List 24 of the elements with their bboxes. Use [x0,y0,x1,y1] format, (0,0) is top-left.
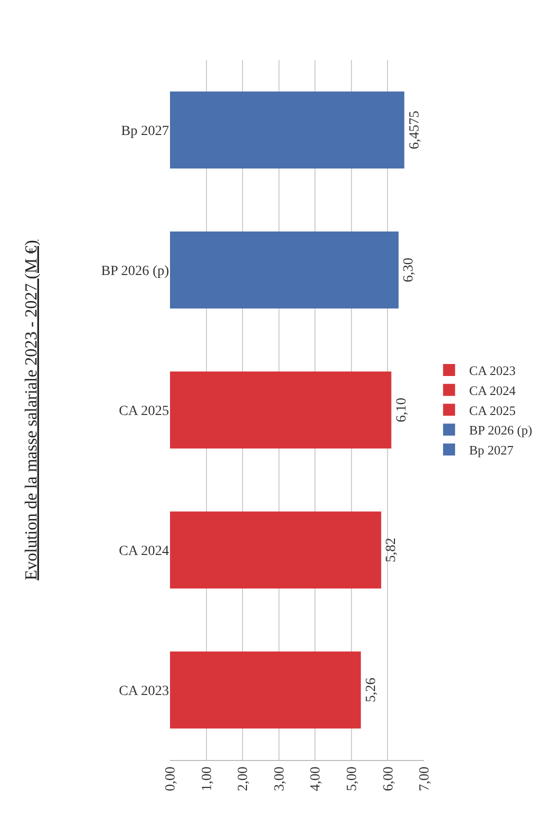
data-label: 6,10 [394,398,410,422]
y-tick-label: Bp 2027 [121,124,169,139]
x-tick-label: 6,00 [381,766,396,792]
data-label: 5,26 [364,678,379,702]
legend-label: CA 2023 [469,363,516,378]
text: Evolution de la masse salariale 2023 - 2027 (M €) [21,240,40,580]
x-tick-label: 5,00 [344,766,360,792]
x-tick-label: 1,00 [200,766,215,792]
data-label: 5,82 [384,538,400,562]
data-label: 6,4575 [407,110,422,150]
y-tick-label: CA 2023 [118,684,169,699]
legend-label: CA 2025 [469,402,516,418]
x-tick-label: 7,00 [418,766,433,792]
data-label: 6,30 [402,258,417,282]
x-tick-label: 0,00 [164,766,179,792]
y-tick-label: BP 2026 (p) [101,264,170,279]
legend-label: Bp 2027 [469,442,514,458]
x-tick-label: 4,00 [308,766,324,792]
x-tick-label: 3,00 [272,766,288,792]
x-tick-label: 2,00 [236,766,252,792]
y-tick-label: CA 2024 [118,544,169,559]
y-tick-label: CA 2025 [118,404,169,419]
legend-label: BP 2026 (p) [469,422,532,438]
legend-label: CA 2024 [469,382,516,398]
